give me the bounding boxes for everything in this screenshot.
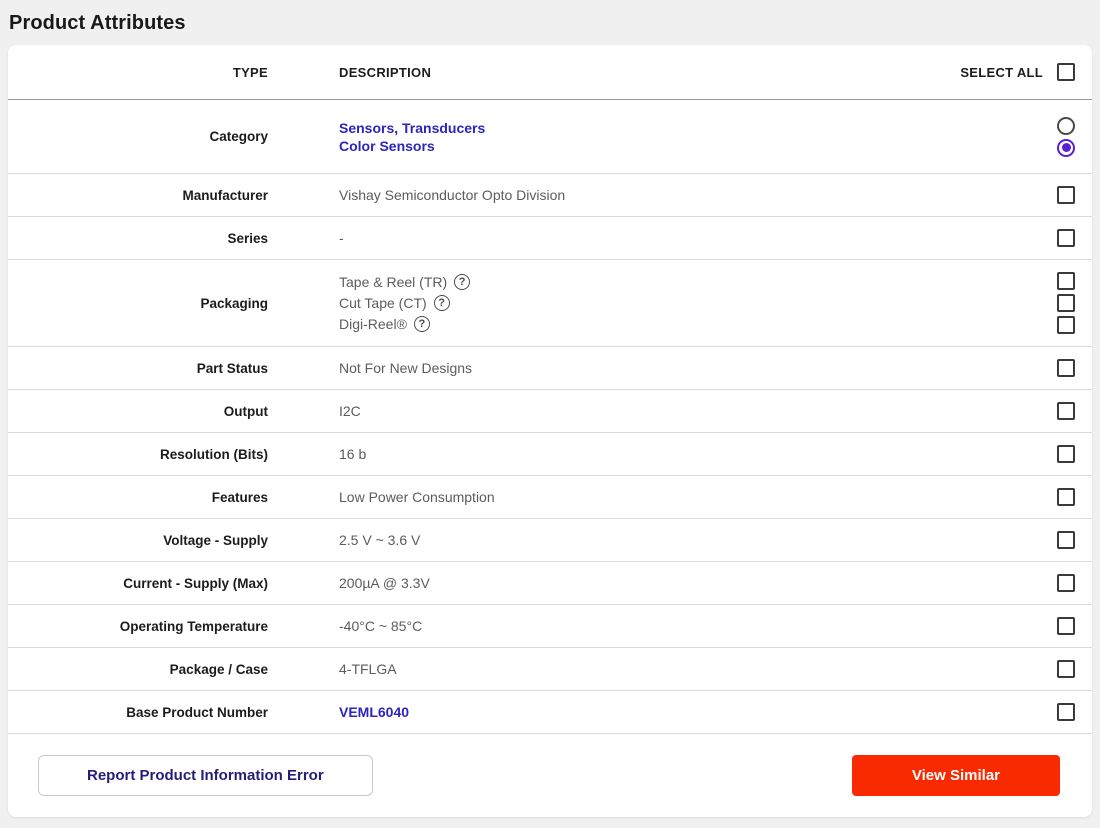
- row-checkbox[interactable]: [1057, 445, 1075, 463]
- row-value: Low Power Consumption: [339, 489, 495, 505]
- table-row-output: Output I2C: [8, 390, 1092, 433]
- category-link-parent[interactable]: Sensors, Transducers: [339, 119, 486, 136]
- row-value: I2C: [339, 403, 361, 419]
- row-value: Not For New Designs: [339, 360, 473, 376]
- table-row-category: Category Sensors, Transducers Color Sens…: [8, 100, 1092, 174]
- table-row-current-supply: Current - Supply (Max) 200µA @ 3.3V: [8, 562, 1092, 605]
- table-row-features: Features Low Power Consumption: [8, 476, 1092, 519]
- row-label: Packaging: [200, 295, 268, 311]
- row-checkbox[interactable]: [1057, 229, 1075, 247]
- row-value: 4-TFLGA: [339, 661, 397, 677]
- row-label: Base Product Number: [126, 704, 268, 720]
- row-value: -: [339, 230, 344, 246]
- table-row-manufacturer: Manufacturer Vishay Semiconductor Opto D…: [8, 174, 1092, 217]
- row-label: Resolution (Bits): [160, 446, 268, 462]
- row-label: Manufacturer: [182, 187, 268, 203]
- packaging-option-tr: Tape & Reel (TR): [339, 273, 448, 290]
- product-attributes-card: TYPE DESCRIPTION SELECT ALL Category Sen…: [8, 45, 1092, 817]
- row-checkbox[interactable]: [1057, 617, 1075, 635]
- category-link-child[interactable]: Color Sensors: [339, 137, 435, 154]
- row-label: Features: [211, 489, 268, 505]
- table-row-packaging: Packaging Tape & Reel (TR) ? Cut Tape (C…: [8, 260, 1092, 347]
- table-row-package-case: Package / Case 4-TFLGA: [8, 648, 1092, 691]
- packaging-option-ct: Cut Tape (CT): [339, 294, 427, 311]
- table-row-part-status: Part Status Not For New Designs: [8, 347, 1092, 390]
- category-radio-child[interactable]: [1057, 138, 1075, 157]
- row-checkbox[interactable]: [1057, 186, 1075, 204]
- report-product-information-error-button[interactable]: Report Product Information Error: [38, 755, 373, 796]
- column-header-type: TYPE: [232, 64, 268, 80]
- table-row-series: Series -: [8, 217, 1092, 260]
- table-row-resolution: Resolution (Bits) 16 b: [8, 433, 1092, 476]
- row-checkbox[interactable]: [1057, 660, 1075, 678]
- help-icon[interactable]: ?: [454, 274, 471, 290]
- row-value: Vishay Semiconductor Opto Division: [339, 187, 566, 203]
- packaging-checkbox-ct[interactable]: [1057, 294, 1075, 312]
- table-row-operating-temperature: Operating Temperature -40°C ~ 85°C: [8, 605, 1092, 648]
- row-checkbox[interactable]: [1057, 359, 1075, 377]
- row-label: Series: [227, 230, 268, 246]
- packaging-checkbox-digireel[interactable]: [1057, 316, 1075, 334]
- select-all-checkbox[interactable]: [1057, 63, 1075, 81]
- row-label: Part Status: [196, 360, 268, 376]
- row-label: Current - Supply (Max): [123, 575, 268, 591]
- view-similar-button[interactable]: View Similar: [851, 755, 1060, 796]
- table-row-base-product-number: Base Product Number VEML6040: [8, 691, 1092, 734]
- packaging-checkbox-tr[interactable]: [1057, 272, 1075, 290]
- row-value: 200µA @ 3.3V: [339, 575, 430, 591]
- row-value: 16 b: [339, 446, 367, 462]
- page-title: Product Attributes: [9, 12, 186, 34]
- row-value: 2.5 V ~ 3.6 V: [339, 532, 421, 548]
- row-label: Voltage - Supply: [163, 532, 268, 548]
- table-header-row: TYPE DESCRIPTION SELECT ALL: [8, 45, 1092, 100]
- row-checkbox[interactable]: [1057, 488, 1075, 506]
- card-footer: Report Product Information Error View Si…: [8, 734, 1092, 817]
- help-icon[interactable]: ?: [433, 295, 450, 311]
- column-header-description: DESCRIPTION: [339, 64, 432, 80]
- category-radio-parent[interactable]: [1057, 116, 1075, 135]
- row-checkbox[interactable]: [1057, 402, 1075, 420]
- row-label: Category: [209, 129, 268, 144]
- row-checkbox[interactable]: [1057, 531, 1075, 549]
- packaging-option-digireel: Digi-Reel®: [339, 315, 407, 332]
- row-checkbox[interactable]: [1057, 703, 1075, 721]
- row-label: Package / Case: [169, 661, 268, 677]
- row-label: Operating Temperature: [119, 618, 268, 634]
- column-header-select-all: SELECT ALL: [960, 64, 1043, 80]
- table-row-voltage-supply: Voltage - Supply 2.5 V ~ 3.6 V: [8, 519, 1092, 562]
- row-checkbox[interactable]: [1057, 574, 1075, 592]
- row-label: Output: [223, 403, 268, 419]
- row-value: -40°C ~ 85°C: [339, 618, 423, 634]
- base-product-number-link[interactable]: VEML6040: [339, 704, 410, 720]
- help-icon[interactable]: ?: [413, 316, 430, 332]
